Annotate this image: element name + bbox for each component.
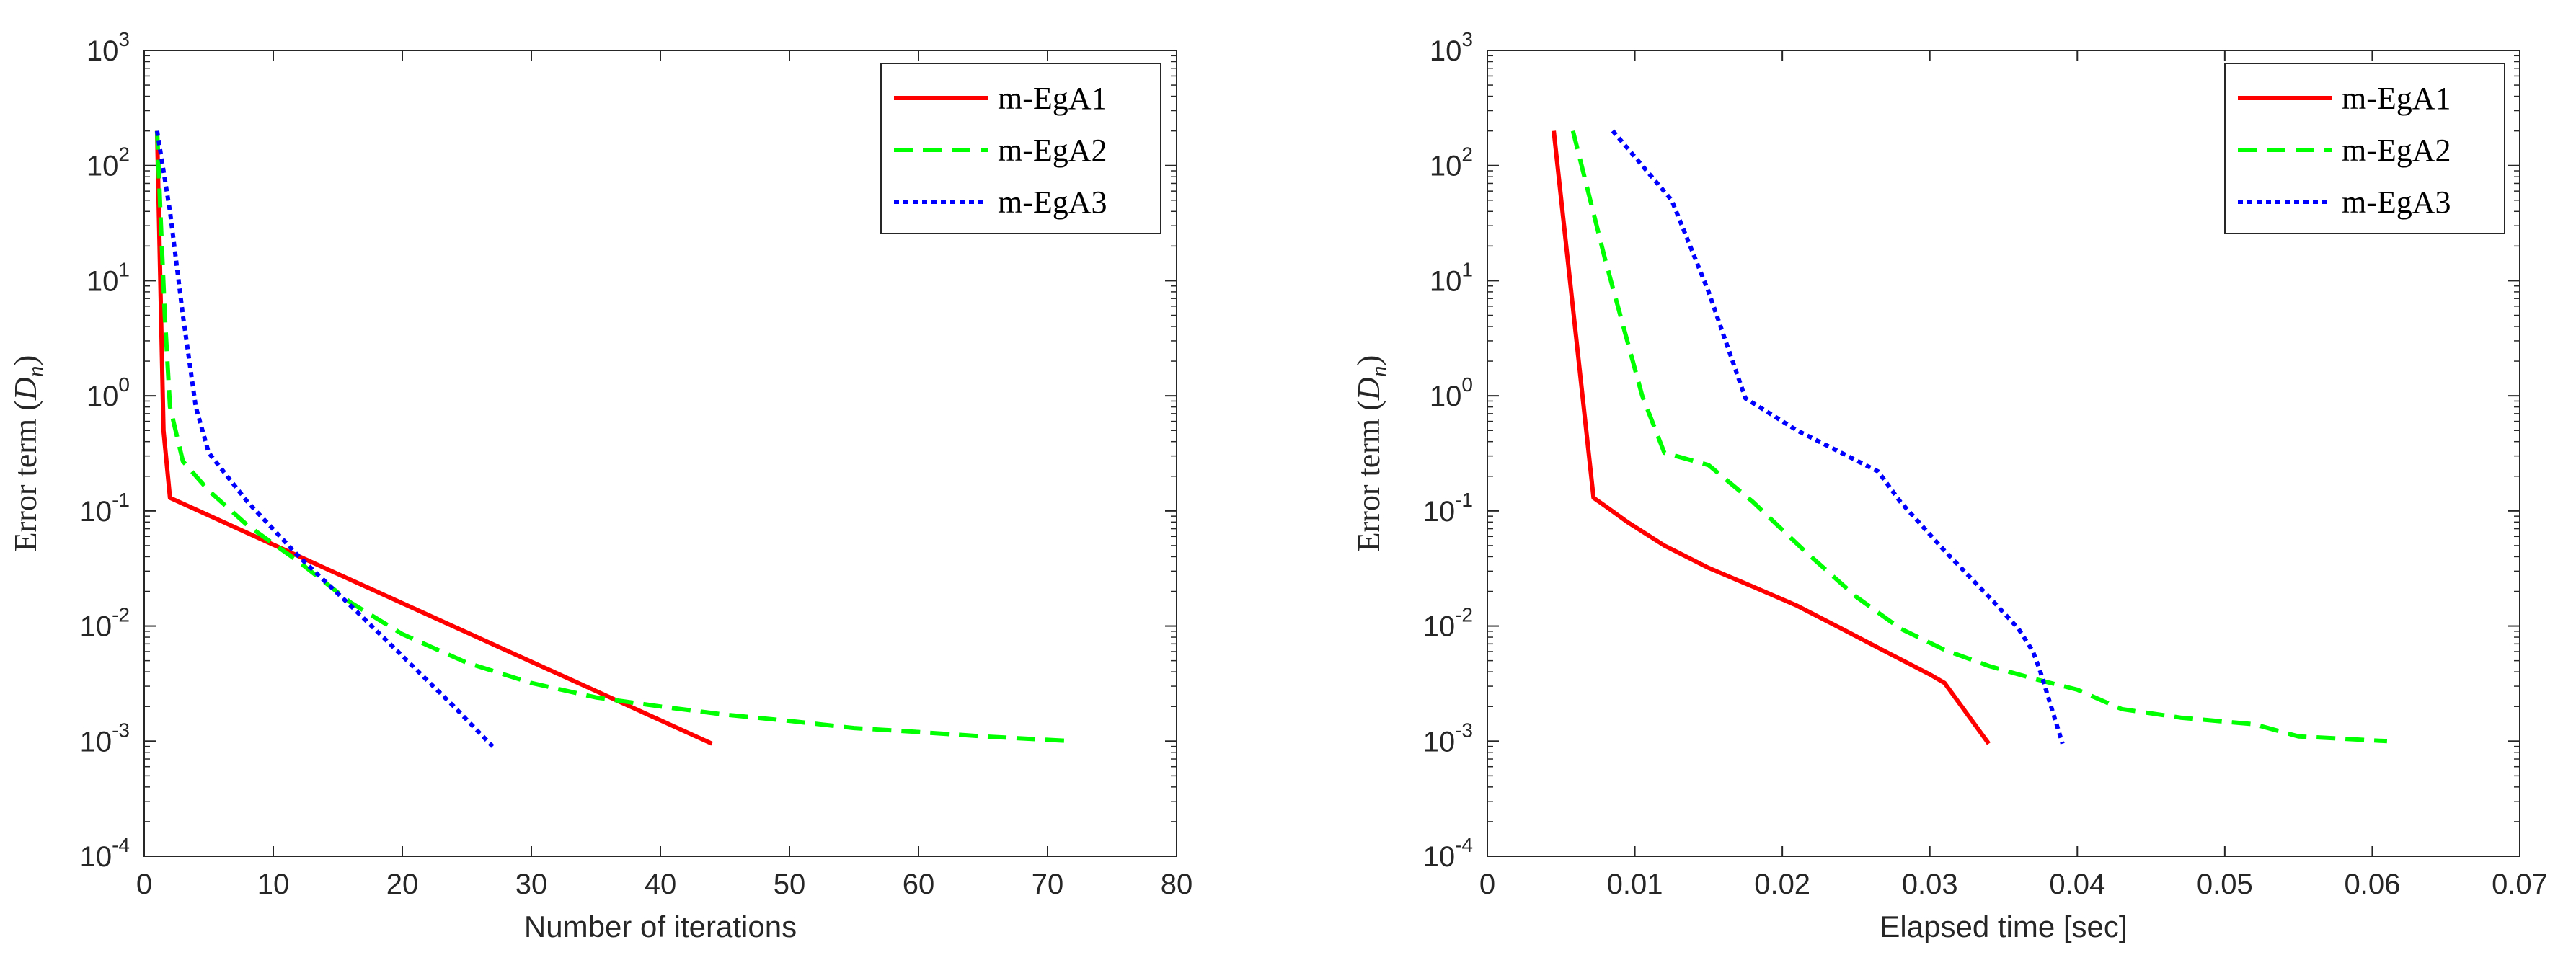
- x-tick-label: 0.07: [2492, 868, 2548, 900]
- y-tick-label: 100: [1430, 373, 1473, 412]
- axes-box: [143, 50, 1177, 857]
- y-tick-label: 102: [87, 143, 130, 182]
- y-axis-label: Error term (Dn): [1351, 355, 1391, 552]
- series-line-m-ega1: [154, 130, 713, 746]
- y-tick-label: 100: [87, 373, 130, 412]
- x-axis-label: Number of iterations: [524, 910, 797, 943]
- y-tick-label: 10-3: [1423, 719, 1473, 757]
- y-tick-label: 10-4: [1423, 834, 1473, 873]
- x-tick-label: 0.03: [1902, 868, 1958, 900]
- y-tick-label: 10-4: [80, 834, 130, 873]
- x-axis-label: Elapsed time [sec]: [1880, 910, 2127, 943]
- series-line-m-ega3: [1611, 129, 2065, 745]
- legend-label-m-ega1: m-EgA1: [998, 81, 1107, 116]
- y-tick-label: 103: [1430, 28, 1473, 67]
- y-tick-label: 10-1: [80, 489, 130, 528]
- x-tick-label: 70: [1032, 868, 1064, 900]
- x-tick-label: 50: [774, 868, 806, 900]
- y-axis-label: Error term (Dn): [8, 355, 48, 552]
- y-tick-label: 101: [87, 258, 130, 297]
- legend-label-m-ega2: m-EgA2: [2342, 133, 2451, 168]
- x-tick-label: 10: [257, 868, 290, 900]
- x-tick-label: 40: [645, 868, 677, 900]
- x-tick-label: 80: [1161, 868, 1193, 900]
- y-tick-label: 101: [1430, 258, 1473, 297]
- x-tick-label: 0.01: [1607, 868, 1663, 900]
- legend-label-m-ega3: m-EgA3: [2342, 185, 2451, 220]
- y-tick-label: 103: [87, 28, 130, 67]
- y-tick-label: 102: [1430, 143, 1473, 182]
- x-tick-label: 0.04: [2049, 868, 2105, 900]
- chart-elapsed-time: 0 0.01 0.02 0.03 0.04 0.05 0.06 0.07 10-4 10-3 10-…: [1351, 28, 2548, 943]
- y-tick-label: 10-2: [1423, 604, 1473, 643]
- legend-label-m-ega2: m-EgA2: [998, 133, 1107, 168]
- x-tick-label: 60: [903, 868, 935, 900]
- chart-iterations: 0 10 20 30 40 50 60 70 80 10-4 10-3 10-2 10-1 100 101 1…: [8, 28, 1192, 943]
- x-tick-label: 0: [1479, 868, 1495, 900]
- y-tick-label: 10-1: [1423, 489, 1473, 528]
- x-tick-label: 0.06: [2344, 868, 2400, 900]
- x-tick-label: 30: [515, 868, 548, 900]
- x-tick-label: 0.05: [2197, 868, 2253, 900]
- x-tick-label: 20: [386, 868, 419, 900]
- series-line-m-ega2: [154, 130, 1074, 744]
- y-tick-label: 10-2: [80, 604, 130, 643]
- series-line-m-ega2: [1570, 130, 2388, 744]
- y-tick-label: 10-3: [80, 719, 130, 757]
- legend-label-m-ega3: m-EgA3: [998, 185, 1107, 220]
- series-line-m-ega3: [154, 130, 495, 748]
- x-tick-label: 0.02: [1754, 868, 1810, 900]
- series-line-m-ega1: [1552, 130, 1991, 745]
- legend-label-m-ega1: m-EgA1: [2342, 81, 2451, 116]
- axes-box: [1487, 50, 2520, 857]
- x-tick-label: 0: [136, 868, 152, 900]
